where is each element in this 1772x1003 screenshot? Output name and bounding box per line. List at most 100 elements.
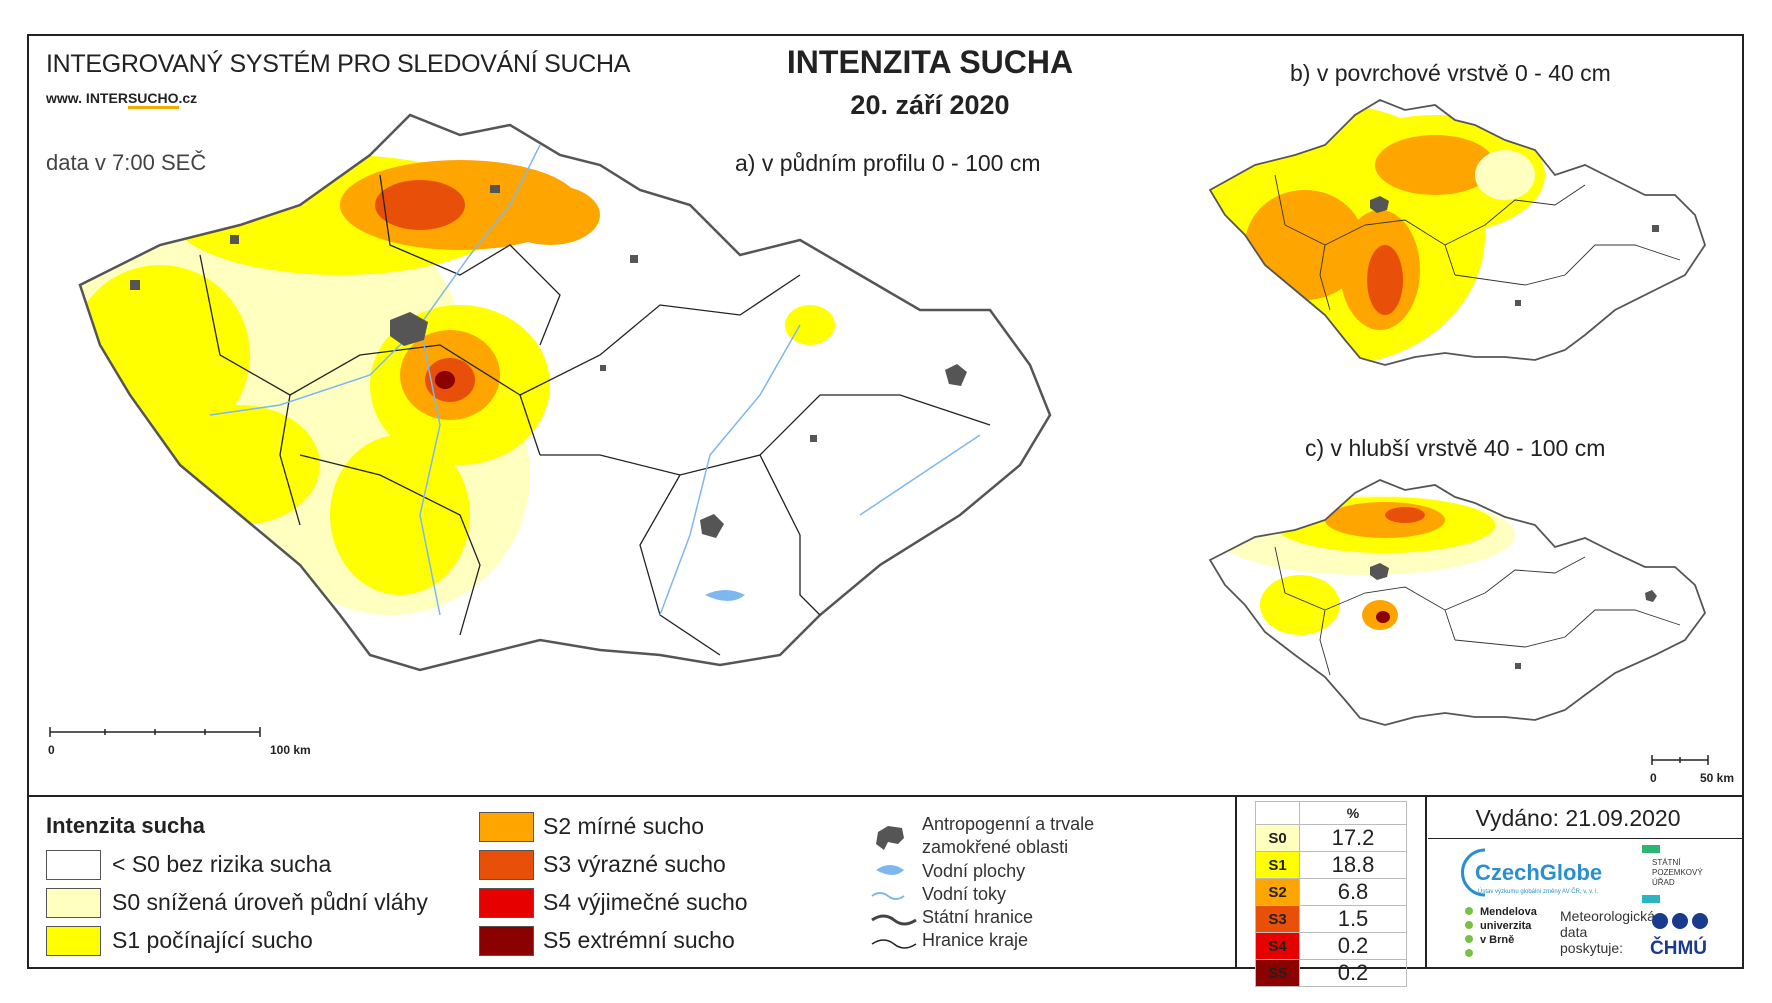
legend-divider: [27, 795, 1744, 797]
water-bodies-label: Vodní plochy: [922, 861, 1026, 881]
legend-swatch-none: [46, 850, 101, 880]
water-body-icon: [876, 865, 904, 875]
scale-bar-a: [49, 727, 261, 737]
legend-label-s0: S0 snížená úroveň půdní vláhy: [112, 889, 428, 915]
state-border-icon: [871, 914, 917, 926]
region-border-label: Hranice kraje: [922, 930, 1029, 950]
chmu-logo-icon: [1652, 913, 1708, 929]
table-row: S3 1.5: [1255, 905, 1407, 933]
drought-stats-table: % S0 17.2 S1 18.8 S2 6.8 S3 1.5 S4 0.2 S5 0.2: [1255, 801, 1407, 987]
region-border-icon: [871, 939, 917, 949]
spu-logo: STÁTNÍ POZEMKOVÝ ÚŘAD: [1652, 858, 1703, 888]
stats-header-percent: %: [1299, 801, 1407, 825]
map-a-label: a) v půdním profilu 0 - 100 cm: [735, 150, 1041, 176]
scale-a-start: 0: [48, 743, 55, 757]
urban-label-2: zamokřené oblasti: [922, 837, 1069, 857]
legend-swatch-s4: [479, 888, 534, 918]
map-b: [1208, 98, 1706, 366]
legend-swatch-s5: [479, 926, 534, 956]
mendel-line-1: Mendelova: [1480, 906, 1537, 918]
website-highlight: SUCHO: [127, 90, 179, 109]
mendel-line-3: v Brně: [1480, 934, 1515, 946]
stats-header-row: %: [1255, 801, 1407, 825]
urban-area-icon: [876, 826, 904, 850]
website-prefix: www. INTER: [46, 90, 128, 106]
issued-date: Vydáno: 21.09.2020: [1475, 805, 1681, 831]
table-row: S2 6.8: [1255, 878, 1407, 906]
map-frame: [27, 34, 1744, 969]
map-a: [78, 113, 1052, 672]
meteo-line-2: data: [1560, 924, 1588, 940]
map-c: [1208, 479, 1707, 726]
state-border-c: [1208, 479, 1707, 726]
table-row: S5 0.2: [1255, 959, 1407, 987]
legend-label-none: < S0 bez rizika sucha: [112, 851, 332, 877]
data-time: data v 7:00 SEČ: [46, 150, 207, 175]
urban-areas-a: [130, 185, 967, 538]
scale-bar-c: [1651, 755, 1709, 765]
scale-a-end: 100 km: [270, 743, 311, 757]
region-borders-c: [1274, 546, 1681, 676]
stats-header-empty: [1255, 801, 1300, 825]
stats-class-s3: S3: [1255, 905, 1300, 933]
legend-swatch-s2: [479, 812, 534, 842]
stats-value-s1: 18.8: [1299, 851, 1407, 879]
main-title: INTENZITA SUCHA: [786, 44, 1074, 80]
meteo-line-3: poskytuje:: [1560, 940, 1624, 956]
region-borders-b: [1274, 174, 1681, 311]
czechglobe-logo: CzechGlobe: [1475, 860, 1603, 885]
water-body-a: [705, 590, 745, 601]
website-suffix: .cz: [178, 90, 198, 106]
urban-label-1: Antropogenní a trvale: [922, 814, 1095, 834]
czechglobe-logo-icon: [1461, 848, 1486, 897]
scale-c-start: 0: [1650, 771, 1657, 785]
map-c-label: c) v hlubší vrstvě 40 - 100 cm: [1305, 435, 1606, 461]
legend-swatch-s3: [479, 850, 534, 880]
symbol-legend-icons: [871, 826, 917, 949]
mendel-logo: Mendelova univerzita v Brně: [1480, 905, 1537, 947]
meteo-data-credit: Meteorologická data poskytuje:: [1560, 908, 1655, 956]
main-date: 20. září 2020: [850, 90, 1010, 120]
chmu-logo: ČHMÚ: [1650, 938, 1707, 959]
stats-class-s5: S5: [1255, 959, 1300, 987]
river-icon: [871, 892, 905, 900]
legend-swatch-s1: [46, 926, 101, 956]
legend-label-s5: S5 extrémní sucho: [543, 927, 735, 953]
spu-logo-icon: [1642, 845, 1660, 903]
scale-c-end: 50 km: [1700, 771, 1735, 785]
rivers-label: Vodní toky: [922, 884, 1007, 904]
stats-divider-left: [1235, 795, 1237, 969]
meteo-line-1: Meteorologická: [1560, 908, 1655, 924]
legend-label-s2: S2 mírné sucho: [543, 813, 705, 839]
stats-divider-right: [1425, 795, 1427, 969]
stats-class-s4: S4: [1255, 932, 1300, 960]
table-row: S0 17.2: [1255, 824, 1407, 852]
legend-label-s4: S4 výjimečné sucho: [543, 889, 748, 915]
map-b-label: b) v povrchové vrstvě 0 - 40 cm: [1290, 60, 1611, 86]
website-link[interactable]: www. INTERSUCHO.cz: [46, 90, 198, 109]
urban-areas-b: [1370, 196, 1659, 306]
stats-class-s1: S1: [1255, 851, 1300, 879]
state-border-b: [1208, 98, 1706, 366]
urban-areas-c: [1370, 563, 1657, 669]
table-row: S4 0.2: [1255, 932, 1407, 960]
stats-value-s3: 1.5: [1299, 905, 1407, 933]
state-border-label: Státní hranice: [922, 907, 1034, 927]
table-row: S1 18.8: [1255, 851, 1407, 879]
spu-line-3: ÚŘAD: [1652, 878, 1675, 887]
issued-divider: [1428, 838, 1744, 839]
system-title: INTEGROVANÝ SYSTÉM PRO SLEDOVÁNÍ SUCHA: [46, 50, 631, 78]
stats-value-s2: 6.8: [1299, 878, 1407, 906]
spu-line-1: STÁTNÍ: [1652, 858, 1681, 867]
state-border-a: [78, 113, 1052, 672]
legend-swatch-s0: [46, 888, 101, 918]
drought-fill-a: [80, 155, 835, 615]
stats-class-s0: S0: [1255, 824, 1300, 852]
spu-line-2: POZEMKOVÝ: [1652, 868, 1703, 877]
legend-label-s1: S1 počínající sucho: [112, 927, 313, 953]
region-borders-a: [199, 174, 991, 656]
mendel-logo-icon: [1465, 907, 1473, 957]
czechglobe-subtitle: Ústav výzkumu globální změny AV ČR, v. v…: [1478, 889, 1599, 895]
mendel-line-2: univerzita: [1480, 920, 1532, 932]
stats-class-s2: S2: [1255, 878, 1300, 906]
